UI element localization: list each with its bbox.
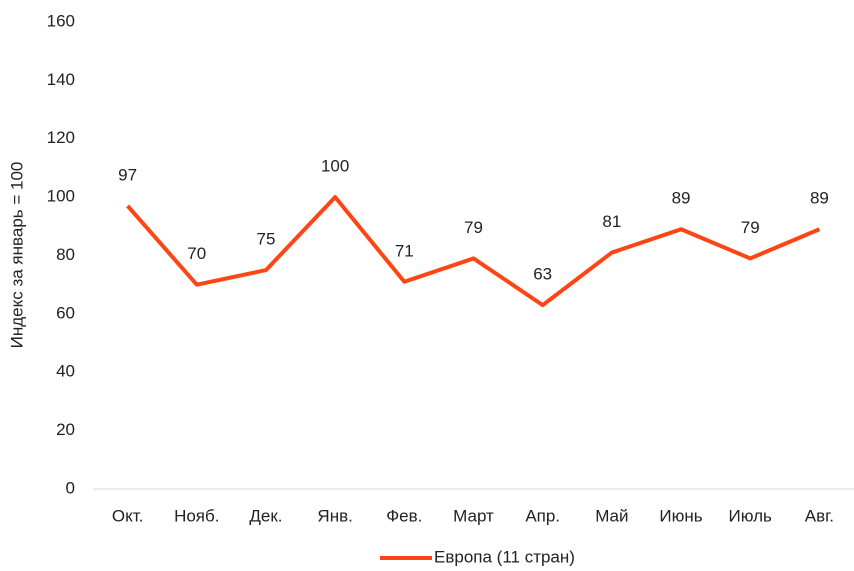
y-tick-label: 40 (56, 362, 75, 381)
y-tick-label: 0 (66, 478, 75, 497)
data-label: 100 (321, 157, 349, 176)
series-line (126, 195, 821, 308)
x-tick-label: Фев. (386, 506, 422, 525)
x-tick-label: Дек. (249, 506, 282, 525)
x-tick-label: Окт. (112, 506, 143, 525)
data-label: 75 (256, 230, 275, 249)
x-tick-label: Авг. (805, 506, 834, 525)
y-tick-label: 160 (47, 11, 75, 30)
y-tick-label: 80 (56, 245, 75, 264)
x-tick-label: Апр. (525, 506, 560, 525)
data-label: 79 (464, 218, 483, 237)
y-axis-title: Индекс за январь = 100 (7, 162, 26, 349)
x-tick-label: Нояб. (174, 506, 219, 525)
y-tick-label: 120 (47, 128, 75, 147)
legend-label: Европа (11 стран) (434, 547, 575, 566)
x-tick-label: Янв. (317, 506, 352, 525)
data-label: 70 (187, 244, 206, 263)
x-tick-label: Май (595, 506, 628, 525)
data-label: 89 (810, 189, 829, 208)
data-label: 79 (741, 218, 760, 237)
y-tick-label: 140 (47, 70, 75, 89)
data-label: 71 (395, 241, 414, 260)
data-label: 97 (118, 165, 137, 184)
x-tick-label: Март (453, 506, 494, 525)
data-label: 89 (672, 189, 691, 208)
y-tick-label: 60 (56, 303, 75, 322)
y-tick-label: 20 (56, 420, 75, 439)
x-tick-label: Июнь (659, 506, 702, 525)
x-tick-label: Июль (729, 506, 773, 525)
data-label: 81 (602, 212, 621, 231)
data-label: 63 (533, 265, 552, 284)
y-tick-label: 100 (47, 187, 75, 206)
